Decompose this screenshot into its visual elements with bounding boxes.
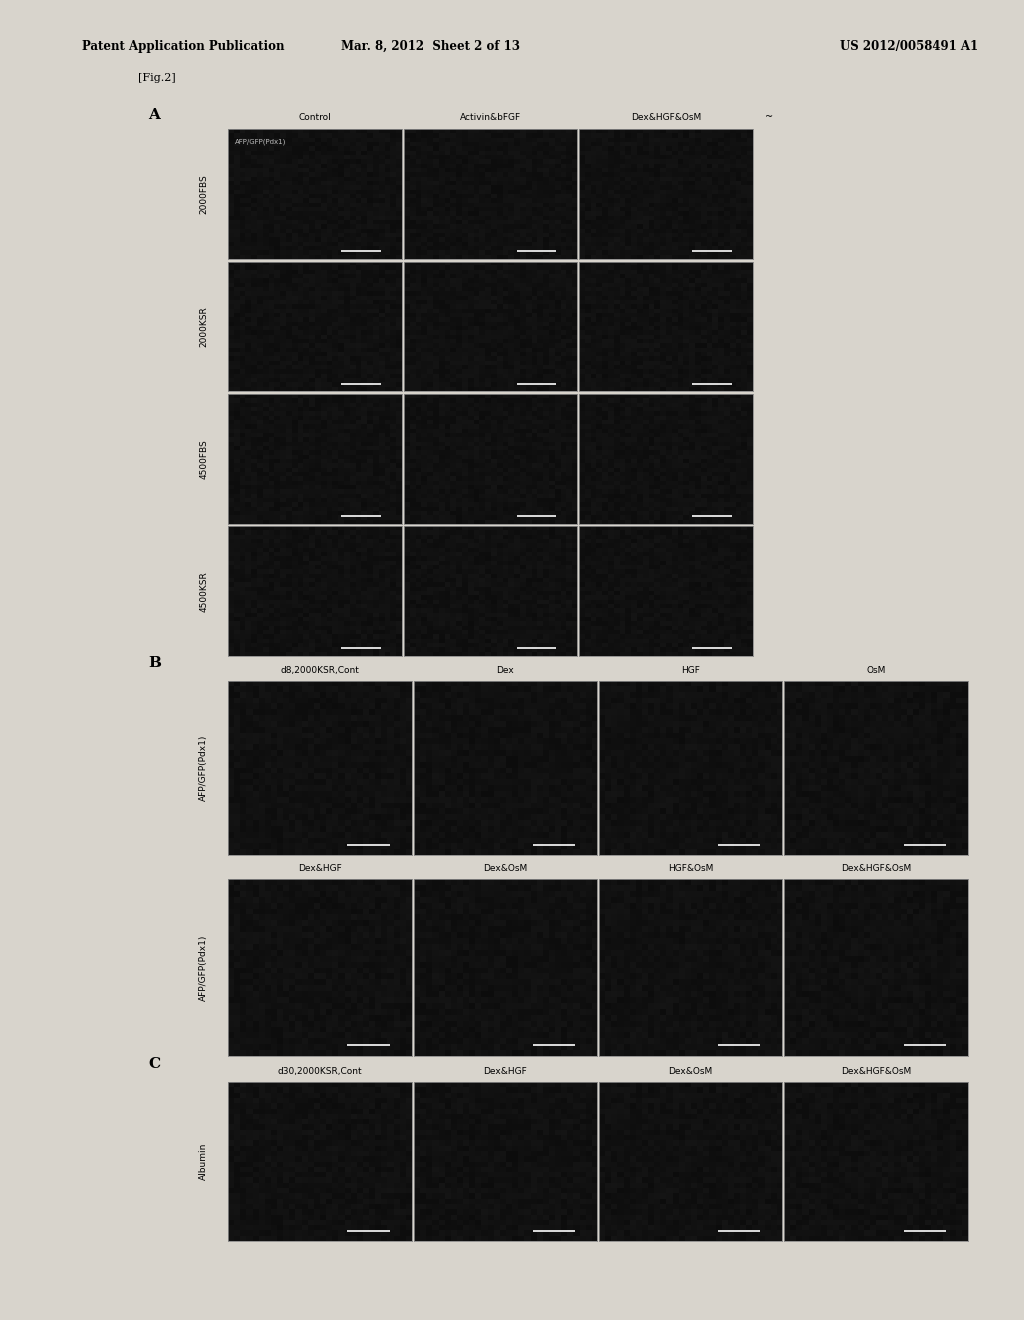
Text: Dex&HGF: Dex&HGF <box>298 865 342 873</box>
Text: HGF: HGF <box>681 667 700 675</box>
Text: Albumin: Albumin <box>200 1143 208 1180</box>
Text: Dex&OsM: Dex&OsM <box>669 1068 713 1076</box>
Text: d30,2000KSR,Cont: d30,2000KSR,Cont <box>278 1068 362 1076</box>
Text: C: C <box>148 1057 161 1072</box>
Text: Dex&HGF: Dex&HGF <box>483 1068 527 1076</box>
Text: Dex&HGF&OsM: Dex&HGF&OsM <box>841 865 911 873</box>
Text: ~: ~ <box>765 112 773 123</box>
Text: Dex&HGF&OsM: Dex&HGF&OsM <box>631 114 701 121</box>
Text: B: B <box>148 656 162 671</box>
Text: A: A <box>148 108 161 123</box>
Text: Patent Application Publication: Patent Application Publication <box>82 40 285 53</box>
Text: HGF&OsM: HGF&OsM <box>668 865 714 873</box>
Text: Activin&bFGF: Activin&bFGF <box>460 114 521 121</box>
Text: Dex&HGF&OsM: Dex&HGF&OsM <box>841 1068 911 1076</box>
Text: 4500FBS: 4500FBS <box>200 440 208 479</box>
Text: 2000KSR: 2000KSR <box>200 306 208 347</box>
Text: US 2012/0058491 A1: US 2012/0058491 A1 <box>840 40 978 53</box>
Text: Dex&OsM: Dex&OsM <box>483 865 527 873</box>
Text: OsM: OsM <box>866 667 886 675</box>
Text: AFP/GFP(Pdx1): AFP/GFP(Pdx1) <box>200 935 208 1001</box>
Text: 2000FBS: 2000FBS <box>200 174 208 214</box>
Text: [Fig.2]: [Fig.2] <box>138 73 176 83</box>
Text: AFP/GFP(Pdx1): AFP/GFP(Pdx1) <box>236 139 287 145</box>
Text: d8,2000KSR,Cont: d8,2000KSR,Cont <box>281 667 359 675</box>
Text: 4500KSR: 4500KSR <box>200 570 208 611</box>
Text: Dex: Dex <box>497 667 514 675</box>
Text: Mar. 8, 2012  Sheet 2 of 13: Mar. 8, 2012 Sheet 2 of 13 <box>341 40 519 53</box>
Text: AFP/GFP(Pdx1): AFP/GFP(Pdx1) <box>200 735 208 801</box>
Text: Control: Control <box>299 114 332 121</box>
